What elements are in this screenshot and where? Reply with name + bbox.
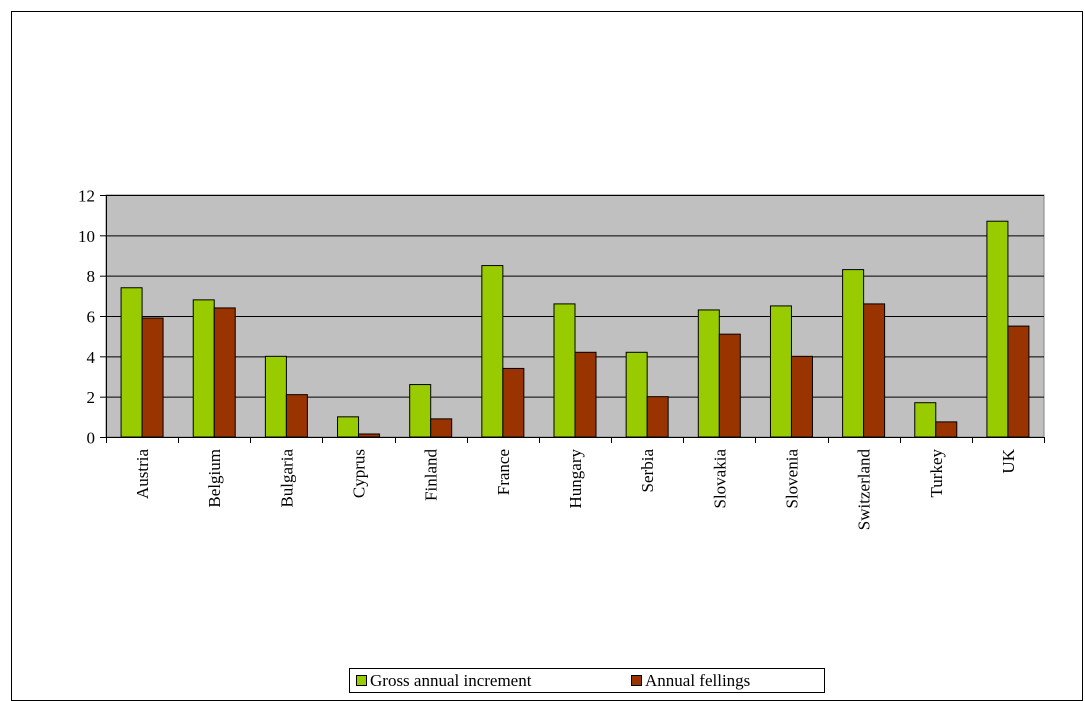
legend-swatch bbox=[631, 675, 642, 686]
x-tick-label: Serbia bbox=[638, 449, 657, 493]
bar-gross-annual-increment-finland bbox=[409, 384, 432, 438]
legend-label: Gross annual increment bbox=[370, 671, 532, 690]
bar-annual-fellings-france bbox=[502, 367, 525, 438]
bar-annual-fellings-finland bbox=[430, 418, 453, 438]
bar-gross-annual-increment-switzerland bbox=[842, 269, 865, 438]
bar-gross-annual-increment-cyprus bbox=[337, 416, 360, 438]
x-tick-label: Slovakia bbox=[710, 449, 729, 509]
legend: Gross annual increment Annual fellings bbox=[349, 668, 825, 693]
y-tick-label: 8 bbox=[87, 267, 96, 286]
bar-gross-annual-increment-slovakia bbox=[697, 309, 720, 438]
bar-gross-annual-increment-uk bbox=[986, 220, 1009, 438]
x-tick-label: France bbox=[494, 449, 513, 495]
bar-annual-fellings-belgium bbox=[213, 307, 236, 438]
y-tick-label: 12 bbox=[78, 187, 95, 206]
bar-gross-annual-increment-france bbox=[481, 265, 504, 438]
bar-gross-annual-increment-austria bbox=[120, 287, 143, 438]
y-tick-label: 10 bbox=[78, 227, 95, 246]
y-tick-label: 4 bbox=[87, 348, 96, 367]
bar-gross-annual-increment-serbia bbox=[625, 351, 648, 438]
y-tick-label: 6 bbox=[87, 308, 96, 327]
bar-annual-fellings-turkey bbox=[935, 421, 958, 438]
bar-gross-annual-increment-slovenia bbox=[769, 305, 792, 438]
x-tick-label: Belgium bbox=[205, 449, 224, 508]
bar-annual-fellings-slovakia bbox=[718, 333, 741, 438]
bar-gross-annual-increment-hungary bbox=[553, 303, 576, 438]
x-tick-label: Finland bbox=[422, 449, 441, 501]
x-tick-label: UK bbox=[999, 448, 1018, 473]
bar-annual-fellings-bulgaria bbox=[285, 394, 308, 438]
x-tick-label: Bulgaria bbox=[277, 449, 296, 508]
x-tick-label: Slovenia bbox=[782, 449, 801, 509]
x-tick-label: Turkey bbox=[927, 449, 946, 498]
axes bbox=[100, 195, 1045, 443]
bars bbox=[120, 220, 1030, 438]
bar-annual-fellings-slovenia bbox=[790, 355, 813, 438]
legend-box bbox=[349, 668, 825, 693]
x-tick-label: Cyprus bbox=[350, 449, 369, 498]
bar-annual-fellings-switzerland bbox=[863, 303, 886, 438]
x-tick-label: Switzerland bbox=[855, 449, 874, 531]
legend-swatch bbox=[356, 675, 367, 686]
bar-annual-fellings-uk bbox=[1007, 325, 1030, 438]
x-tick-label: Austria bbox=[133, 449, 152, 500]
y-tick-labels: 0 2 4 6 8 10 12 bbox=[78, 187, 96, 448]
x-tick-label: Hungary bbox=[566, 449, 585, 509]
bar-annual-fellings-serbia bbox=[646, 396, 669, 438]
bar-annual-fellings-cyprus bbox=[358, 433, 381, 438]
y-tick-label: 2 bbox=[87, 388, 96, 407]
bar-annual-fellings-hungary bbox=[574, 351, 597, 438]
bar-annual-fellings-austria bbox=[141, 317, 164, 438]
bar-gross-annual-increment-turkey bbox=[914, 402, 937, 438]
legend-label: Annual fellings bbox=[645, 671, 750, 690]
bar-gross-annual-increment-bulgaria bbox=[264, 355, 287, 438]
bar-gross-annual-increment-belgium bbox=[192, 299, 215, 438]
x-tick-labels: Austria Belgium Bulgaria Cyprus Finland Franc… bbox=[133, 448, 1018, 530]
y-tick-label: 0 bbox=[87, 429, 96, 448]
